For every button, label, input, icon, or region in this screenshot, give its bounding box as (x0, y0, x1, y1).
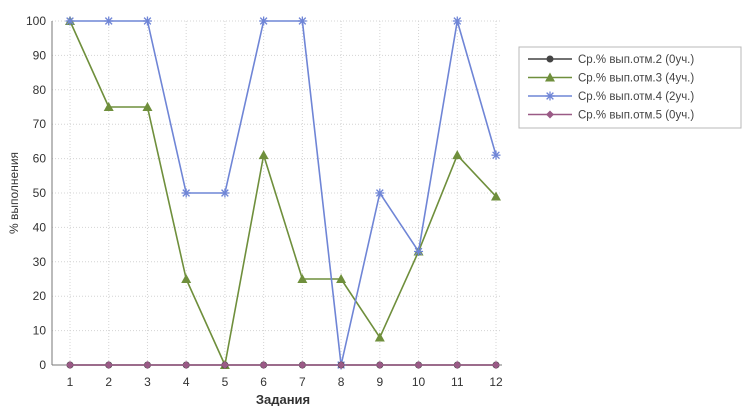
legend-label: Ср.% вып.отм.2 (0уч.) (578, 54, 694, 66)
series-3-point (104, 16, 114, 26)
series-3-point (65, 16, 75, 26)
series-3-point (259, 16, 269, 26)
series-2-point (258, 150, 269, 160)
y-tick-label: 80 (33, 83, 47, 97)
series-3-point (142, 16, 152, 26)
series-markers (65, 16, 501, 370)
series-2-point (336, 274, 347, 283)
y-tick-label: 70 (33, 117, 47, 131)
legend-label: Ср.% вып.отм.4 (2уч.) (578, 91, 694, 103)
series-4-point (143, 361, 152, 369)
series-4-point (492, 361, 500, 369)
x-tick-label: 2 (105, 375, 112, 389)
series-4-point (66, 361, 74, 369)
series-4-point (337, 361, 346, 369)
x-tick-label: 9 (376, 375, 383, 389)
y-axis-title: % выполнения (7, 152, 21, 234)
series-3-point (297, 16, 307, 26)
legend-label: Ср.% вып.отм.3 (4уч.) (578, 73, 694, 85)
series-3-point (220, 188, 230, 198)
y-tick-label: 60 (33, 152, 47, 166)
series-4-point (220, 361, 229, 369)
series-4-point (298, 361, 307, 369)
y-tick-label: 20 (33, 289, 47, 303)
x-tick-label: 10 (412, 375, 426, 389)
legend-label: Ср.% вып.отм.5 (0уч.) (578, 110, 694, 122)
y-tick-label: 30 (33, 255, 47, 269)
x-tick-label: 5 (222, 375, 229, 389)
series-3-point (491, 150, 501, 160)
x-tick-label: 11 (451, 375, 464, 389)
x-tick-label: 7 (299, 375, 306, 389)
series-3-point (375, 188, 385, 198)
series-3-point (452, 16, 462, 26)
series-2-point (491, 191, 501, 201)
x-tick-label: 8 (338, 375, 345, 389)
y-tick-label: 100 (26, 14, 46, 28)
y-tick-label: 40 (33, 220, 47, 234)
legend-marker (545, 72, 555, 82)
series-3-point (181, 188, 191, 198)
series-2-point (103, 102, 114, 111)
y-tick-label: 50 (33, 186, 47, 200)
x-tick-label: 3 (144, 375, 151, 389)
series-lines (69, 20, 497, 366)
x-tick-label: 12 (489, 375, 503, 389)
series-4-point (182, 361, 191, 369)
y-tick-label: 90 (33, 48, 47, 62)
series-2-point (452, 150, 463, 160)
series-2-point (297, 274, 308, 283)
series-2-point (142, 102, 153, 111)
legend-box (518, 46, 742, 129)
series-2-point (374, 332, 385, 342)
series-3-point (414, 246, 424, 256)
series-line-3 (70, 20, 497, 366)
series-4-point (259, 361, 268, 369)
legend-marker (546, 55, 554, 63)
series-2-point (181, 274, 192, 283)
series-4-point (375, 361, 384, 369)
legend: Ср.% вып.отм.2 (0уч.) Ср.% вып.отм.3 (4уч… (518, 46, 742, 129)
series-4-point (414, 361, 423, 369)
series-4-point (453, 361, 462, 369)
y-tick-labels: 0 10 20 30 40 50 60 70 80 90 100 (26, 14, 46, 372)
x-tick-label: 1 (67, 375, 74, 389)
legend-marker (545, 91, 555, 101)
y-tick-label: 10 (33, 324, 47, 338)
x-axis-title: Задания (256, 392, 310, 406)
x-tick-label: 4 (183, 375, 190, 389)
legend-marker (546, 110, 554, 119)
y-tick-label: 0 (39, 358, 46, 372)
series-line-2 (69, 20, 497, 366)
series-4-point (104, 361, 113, 369)
x-tick-labels: 1 2 3 4 5 6 7 8 9 10 11 12 (67, 375, 503, 389)
x-tick-label: 6 (260, 375, 267, 389)
